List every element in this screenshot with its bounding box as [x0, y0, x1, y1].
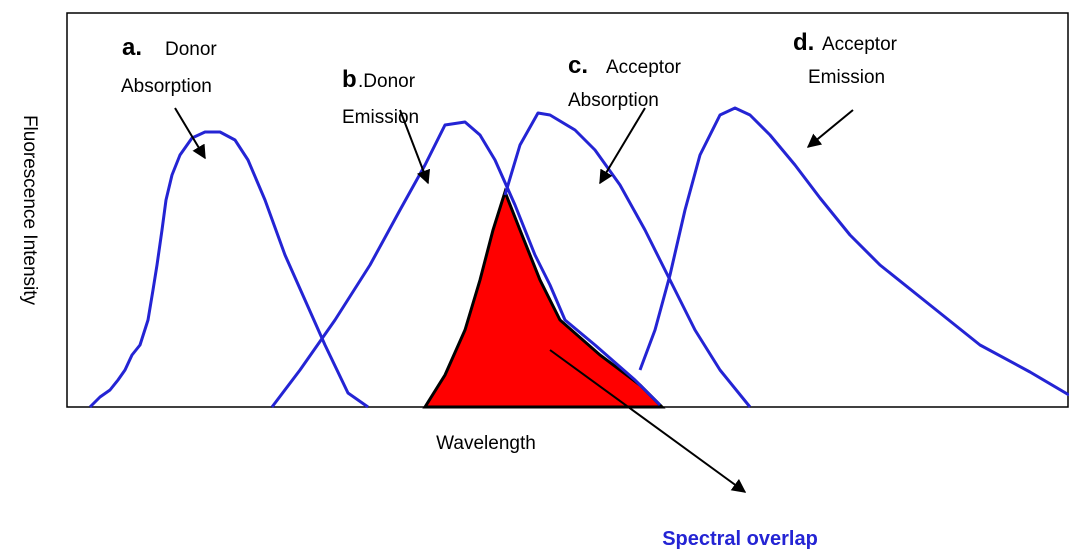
donor-absorption-curve	[88, 130, 369, 409]
arrow	[399, 109, 431, 185]
y-axis-label: Fluorescence Intensity	[19, 115, 40, 306]
overlap-label: Spectral overlap	[662, 528, 818, 550]
acceptor-emission-curve	[638, 106, 1069, 397]
curve-label: Donor	[165, 39, 217, 60]
curve-label: Absorption	[568, 90, 659, 111]
curve-letter: b	[342, 66, 357, 93]
overlap-area	[422, 187, 666, 409]
arrow	[174, 107, 206, 160]
curve-label: .Donor	[358, 71, 416, 92]
donor-emission-curve	[270, 120, 662, 408]
curve-label: Acceptor	[606, 57, 682, 78]
curve-letter: d.	[793, 29, 814, 56]
arrow	[549, 349, 747, 493]
arrow	[806, 109, 854, 148]
curve-label: Emission	[342, 107, 419, 128]
x-axis-label: Wavelength	[436, 433, 536, 454]
arrow	[599, 107, 646, 185]
curve-letter: a.	[122, 34, 142, 61]
curve-label: Acceptor	[822, 34, 898, 55]
curve-label: Absorption	[121, 76, 212, 97]
curve-label: Emission	[808, 67, 885, 88]
curve-letter: c.	[568, 52, 588, 79]
acceptor-absorption-curve	[503, 111, 752, 408]
